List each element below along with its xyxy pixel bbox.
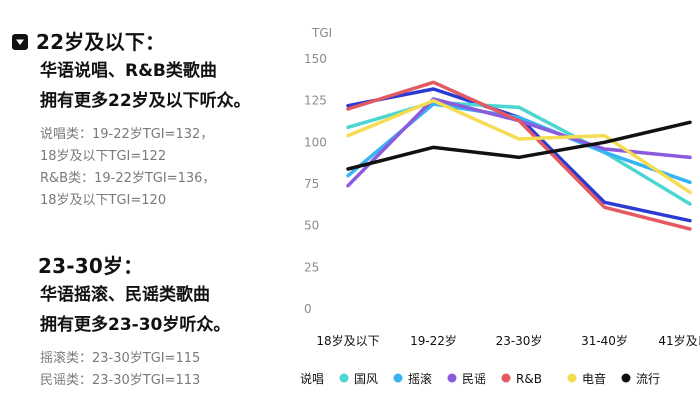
x-tick-label: 19-22岁 (410, 333, 457, 348)
section-detail-line: 18岁及以下TGI=122 (40, 149, 167, 164)
y-axis-label: TGI (311, 26, 332, 40)
y-tick-label: 100 (304, 135, 327, 149)
y-tick-label: 75 (304, 177, 319, 191)
legend-label: 摇滚 (408, 371, 432, 386)
legend-marker (393, 373, 403, 383)
x-tick-label: 31-40岁 (581, 333, 628, 348)
section-heading-row: 23-30岁： (12, 252, 298, 280)
section-main-line: 华语摇滚、民谣类歌曲 (40, 285, 210, 305)
legend-marker (567, 373, 577, 383)
triangle-down-icon (16, 39, 24, 45)
section-main-line: 拥有更多23-30岁听众。 (40, 315, 231, 335)
y-tick-label: 50 (304, 219, 319, 233)
chart-svg: TGI 0 25 50 75 100 125 150 18岁及以下 19-22岁 23-30岁 31-… (300, 26, 700, 386)
section-detail-line: 说唱类：19-22岁TGI=132， (40, 127, 214, 142)
legend-label: 流行 (636, 372, 660, 386)
x-tick-label: 23-30岁 (496, 333, 543, 348)
series-line (346, 120, 692, 171)
y-tick-label: 150 (304, 52, 327, 66)
legend-marker (501, 373, 511, 383)
collapse-toggle-icon[interactable] (12, 34, 28, 50)
summary-section-23-30: 23-30岁： 华语摇滚、民谣类歌曲 拥有更多23-30岁听众。 摇滚类：23-… (12, 252, 298, 392)
series-line (346, 98, 692, 195)
section-detail-line: 民谣类：23-30岁TGI=113 (40, 373, 201, 388)
section-heading: 23-30岁： (38, 254, 144, 278)
legend-marker (447, 373, 457, 383)
section-heading-row: 22岁及以下： (12, 28, 298, 56)
section-main-line: 华语说唱、R&B类歌曲 (40, 61, 217, 81)
y-tick-label: 125 (304, 94, 327, 108)
section-detail-line: 18岁及以下TGI=120 (40, 193, 167, 208)
x-tick-label: 18岁及以下 (316, 333, 379, 348)
y-tick-label: 0 (304, 302, 312, 316)
x-tick-label: 41岁及以上 (658, 333, 700, 348)
legend-label: 国风 (354, 372, 378, 386)
y-tick-label: 25 (304, 260, 319, 274)
section-detail-line: R&B类：19-22岁TGI=136， (40, 171, 216, 186)
section-detail-line: 摇滚类：23-30岁TGI=115 (40, 351, 201, 366)
summary-panel: 22岁及以下： 华语说唱、R&B类歌曲 拥有更多22岁及以下听众。 说唱类：19… (0, 0, 300, 418)
legend-label: 说唱 (300, 371, 324, 386)
series-line (346, 80, 692, 231)
legend-label: 民谣 (462, 372, 486, 386)
summary-section-22-and-under: 22岁及以下： 华语说唱、R&B类歌曲 拥有更多22岁及以下听众。 说唱类：19… (12, 28, 298, 212)
legend-marker (621, 373, 631, 383)
legend-label: R&B (516, 372, 542, 386)
legend-label: 电音 (582, 371, 606, 386)
tgi-line-chart: TGI 0 25 50 75 100 125 150 18岁及以下 19-22岁 23-30岁 31-… (300, 0, 700, 418)
section-heading: 22岁及以下： (36, 30, 166, 54)
legend-marker (339, 373, 349, 383)
section-main-line: 拥有更多22岁及以下听众。 (40, 91, 251, 111)
